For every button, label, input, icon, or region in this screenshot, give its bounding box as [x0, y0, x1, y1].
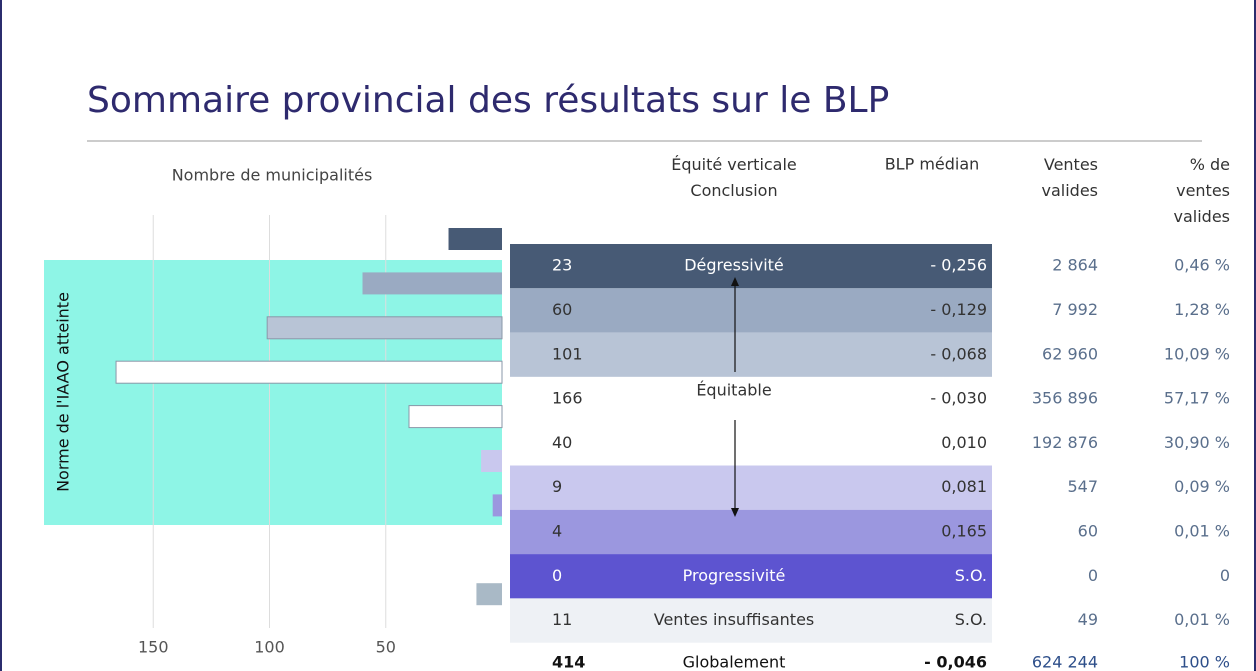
slide-title: Sommaire provincial des résultats sur le…	[87, 80, 889, 121]
sales-cell: 192 876	[1032, 433, 1098, 452]
bar	[481, 450, 502, 472]
bar	[362, 272, 502, 295]
header-line: Équité verticale	[671, 155, 797, 174]
count-cell: 4	[552, 521, 562, 540]
header-line: valides	[1174, 207, 1231, 226]
header-line: % de	[1190, 155, 1230, 174]
table-row	[510, 288, 992, 333]
pct-cell: 57,17 %	[1164, 389, 1230, 408]
table-row	[510, 332, 992, 377]
sales-cell: 356 896	[1032, 389, 1098, 408]
table-row	[510, 465, 992, 510]
blp-cell: - 0,030	[930, 389, 987, 408]
header-line: valides	[1042, 181, 1099, 200]
pct-cell: 30,90 %	[1164, 433, 1230, 452]
table-row	[510, 244, 992, 289]
conclusion-cell: Ventes insuffisantes	[654, 610, 815, 629]
sales-cell: 7 992	[1052, 300, 1098, 319]
total-cell: - 0,046	[924, 652, 987, 671]
table-row	[510, 598, 992, 643]
x-tick-label: 100	[254, 638, 285, 657]
conclusion-cell: Équitable	[696, 381, 771, 400]
column-header: BLP médian	[885, 155, 980, 174]
sales-cell: 2 864	[1052, 256, 1098, 275]
count-cell: 60	[552, 300, 572, 319]
x-tick-label: 50	[376, 638, 396, 657]
conclusion-cell: Dégressivité	[684, 256, 784, 275]
sales-cell: 547	[1067, 477, 1098, 496]
blp-cell: - 0,068	[930, 344, 987, 363]
table-row	[510, 554, 992, 599]
arrow-head	[731, 277, 739, 286]
count-cell: 11	[552, 610, 572, 629]
x-tick-label: 150	[138, 638, 169, 657]
count-cell: 40	[552, 433, 572, 452]
header-line: Conclusion	[690, 181, 777, 200]
sales-cell: 60	[1078, 521, 1098, 540]
blp-cell: - 0,129	[930, 300, 987, 319]
conclusion-cell: Progressivité	[683, 566, 786, 585]
column-header: % de ventes valides	[1174, 155, 1231, 226]
bar	[408, 405, 503, 429]
blp-cell: S.O.	[955, 610, 987, 629]
pct-cell: 1,28 %	[1174, 300, 1230, 319]
sales-cell: 49	[1078, 610, 1098, 629]
arrow-head	[731, 508, 739, 517]
count-cell: 9	[552, 477, 562, 496]
blp-cell: 0,010	[941, 433, 987, 452]
bar	[492, 494, 502, 517]
total-cell: 100 %	[1179, 652, 1230, 671]
header-line: Ventes	[1044, 155, 1098, 174]
table-row	[510, 509, 992, 555]
count-cell: 101	[552, 344, 583, 363]
blp-cell: S.O.	[955, 566, 987, 585]
x-axis-title: Nombre de municipalités	[172, 166, 373, 185]
norm-zone	[44, 260, 502, 525]
bar	[115, 360, 503, 384]
zone-label: Norme de l'IAAO atteinte	[54, 292, 73, 492]
total-cell: 414	[552, 652, 585, 671]
blp-cell: 0,081	[941, 477, 987, 496]
pct-cell: 10,09 %	[1164, 344, 1230, 363]
count-cell: 166	[552, 389, 583, 408]
blp-cell: - 0,256	[930, 256, 987, 275]
pct-cell: 0,01 %	[1174, 610, 1230, 629]
total-cell: 624 244	[1032, 652, 1098, 671]
count-cell: 0	[552, 566, 562, 585]
sales-cell: 0	[1088, 566, 1098, 585]
bar	[266, 316, 503, 340]
header-line: ventes	[1176, 181, 1230, 200]
table-row	[510, 376, 992, 422]
bar	[448, 228, 502, 250]
pct-cell: 0,01 %	[1174, 521, 1230, 540]
blp-cell: 0,165	[941, 521, 987, 540]
column-header: Équité verticale Conclusion	[671, 155, 797, 200]
total-cell: Globalement	[683, 652, 786, 671]
pct-cell: 0,46 %	[1174, 256, 1230, 275]
count-cell: 23	[552, 256, 572, 275]
pct-cell: 0	[1220, 566, 1230, 585]
bar	[476, 583, 502, 606]
table-row	[510, 421, 992, 466]
column-header: Ventes valides	[1042, 155, 1099, 200]
sales-cell: 62 960	[1042, 344, 1098, 363]
pct-cell: 0,09 %	[1174, 477, 1230, 496]
